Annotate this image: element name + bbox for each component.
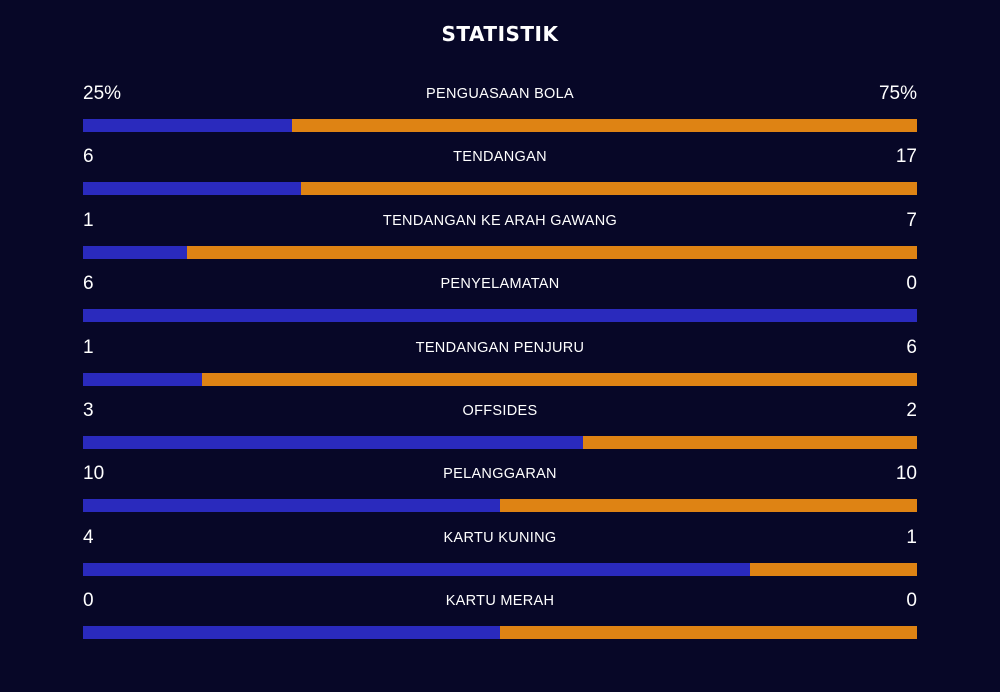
stat-label: KARTU MERAH	[445, 593, 555, 610]
stat-header: PELANGGARAN 10 10	[83, 460, 917, 498]
away-value: 0	[906, 273, 917, 295]
away-value: 6	[906, 336, 917, 358]
panel-title: STATISTIK	[441, 22, 559, 46]
home-bar-segment	[83, 309, 917, 323]
stat-header: PENYELAMATAN 6 0	[83, 270, 917, 308]
stat-label: PELANGGARAN	[443, 466, 557, 483]
away-bar-segment	[300, 182, 917, 196]
stat-header: PENGUASAAN BOLA 25% 75%	[83, 80, 917, 118]
stat-row: PENGUASAAN BOLA 25% 75%	[83, 80, 917, 143]
stat-row: TENDANGAN PENJURU 1 6	[83, 334, 917, 397]
stat-label: PENGUASAAN BOLA	[426, 86, 574, 102]
stat-label: TENDANGAN	[453, 149, 547, 166]
stat-label: TENDANGAN KE ARAH GAWANG	[382, 212, 618, 229]
home-bar-segment	[83, 499, 500, 513]
stat-header: KARTU MERAH 0 0	[83, 587, 917, 625]
stat-header: TENDANGAN 6 17	[83, 143, 917, 181]
away-value: 2	[906, 399, 917, 421]
comparison-bar	[83, 372, 917, 386]
away-value: 0	[906, 590, 917, 612]
stat-header: TENDANGAN KE ARAH GAWANG 1 7	[83, 207, 917, 245]
away-bar-segment	[583, 435, 917, 449]
comparison-bar	[83, 245, 917, 259]
stat-row: KARTU KUNING 4 1	[83, 524, 917, 587]
stat-label: PENYELAMATAN	[440, 276, 560, 293]
comparison-bar	[83, 435, 917, 449]
stat-label: TENDANGAN PENJURU	[415, 339, 585, 356]
home-bar-segment	[83, 372, 203, 386]
away-value: 17	[895, 146, 917, 168]
away-bar-segment	[500, 499, 917, 513]
stat-row: TENDANGAN KE ARAH GAWANG 1 7	[83, 207, 917, 270]
stat-row: TENDANGAN 6 17	[83, 143, 917, 206]
home-value: 6	[83, 273, 94, 295]
away-bar-segment	[750, 562, 917, 576]
away-value: 1	[906, 526, 917, 548]
stat-row: PENYELAMATAN 6 0	[83, 270, 917, 333]
stat-header: TENDANGAN PENJURU 1 6	[83, 334, 917, 372]
home-value: 4	[83, 526, 94, 548]
comparison-bar	[83, 309, 917, 323]
home-value: 0	[83, 590, 94, 612]
home-bar-segment	[83, 562, 751, 576]
home-bar-segment	[83, 119, 292, 132]
stat-row: OFFSIDES 3 2	[83, 397, 917, 460]
home-value: 3	[83, 399, 94, 421]
away-value: 10	[895, 463, 917, 485]
comparison-bar	[83, 119, 917, 132]
away-bar-segment	[500, 626, 917, 640]
away-value: 7	[906, 209, 917, 231]
home-bar-segment	[83, 435, 584, 449]
stat-row: PELANGGARAN 10 10	[83, 460, 917, 523]
away-bar-segment	[187, 245, 917, 259]
home-value: 1	[83, 209, 94, 231]
home-bar-segment	[83, 182, 301, 196]
home-value: 6	[83, 146, 94, 168]
away-bar-segment	[291, 119, 917, 132]
home-value: 25%	[83, 83, 122, 104]
comparison-bar	[83, 182, 917, 196]
stat-header: OFFSIDES 3 2	[83, 397, 917, 435]
home-bar-segment	[83, 626, 500, 640]
comparison-bar	[83, 562, 917, 576]
stats-list: PENGUASAAN BOLA 25% 75% TENDANGAN 6 17 TENDANG…	[83, 80, 917, 651]
home-value: 10	[83, 463, 105, 485]
comparison-bar	[83, 626, 917, 640]
comparison-bar	[83, 499, 917, 513]
stat-header: KARTU KUNING 4 1	[83, 524, 917, 562]
stat-row: KARTU MERAH 0 0	[83, 587, 917, 650]
away-bar-segment	[202, 372, 917, 386]
stat-label: KARTU KUNING	[443, 529, 557, 546]
stat-label: OFFSIDES	[462, 402, 538, 419]
away-value: 75%	[878, 83, 917, 104]
home-bar-segment	[83, 245, 188, 259]
home-value: 1	[83, 336, 94, 358]
